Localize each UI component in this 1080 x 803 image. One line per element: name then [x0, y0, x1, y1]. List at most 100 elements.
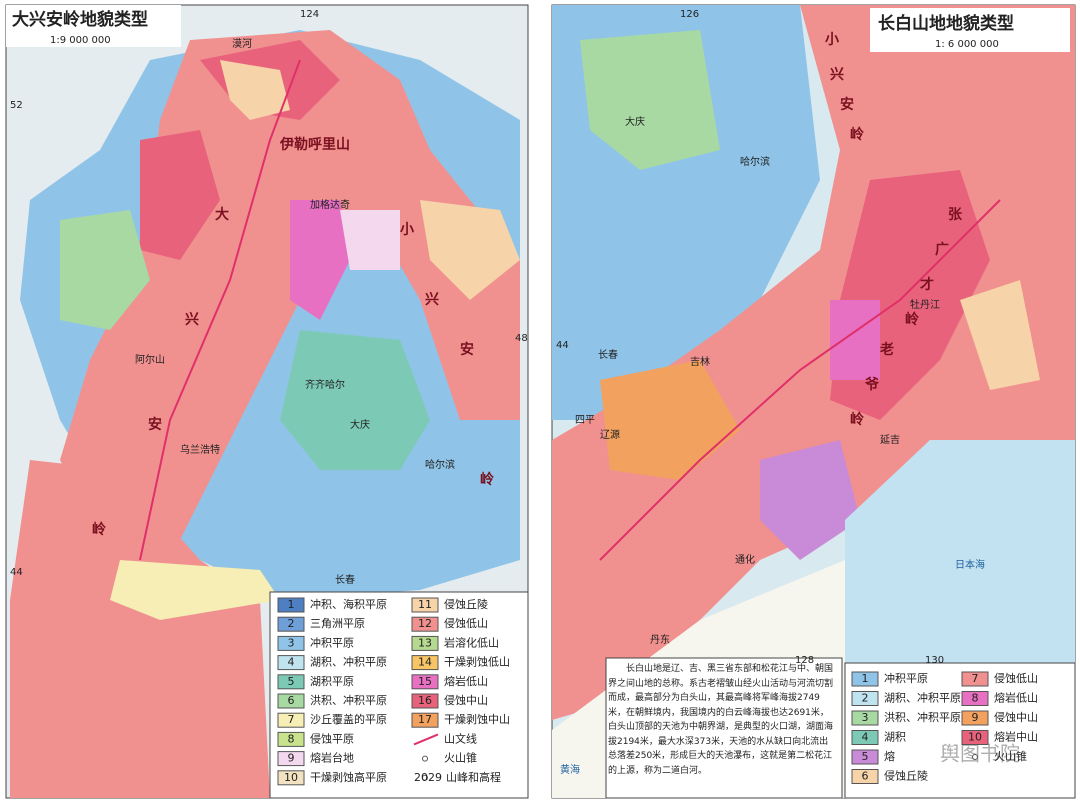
place: 四平 [575, 415, 595, 426]
coord: 48 [515, 333, 528, 344]
title: 大兴安岭地貌类型 [12, 9, 148, 30]
legend-label: 冲积平原 [310, 635, 354, 649]
legend-number: 12 [418, 617, 432, 630]
legend-number: 3 [288, 636, 295, 649]
place: 才 [920, 276, 934, 293]
legend-symbol [413, 733, 439, 746]
legend-label: 干燥剥蚀高平原 [310, 770, 387, 784]
legend-swatch [277, 731, 305, 747]
region [140, 130, 220, 260]
region [580, 30, 720, 170]
legend-label: 侵蚀低山 [444, 616, 488, 630]
place: 张 [948, 207, 963, 223]
legend-swatch [851, 671, 879, 687]
legend-number: 2 [288, 617, 295, 630]
place: 广 [935, 241, 949, 258]
legend-number: 7 [288, 713, 295, 726]
legend-swatch [411, 674, 439, 690]
legend-label: 侵蚀平原 [310, 731, 354, 745]
legend-swatch [277, 655, 305, 671]
legend-label: 湖积、冲积平原 [884, 691, 961, 705]
region [220, 60, 290, 120]
legend-swatch [851, 730, 879, 745]
place: 老 [880, 341, 894, 358]
place: 通化 [735, 553, 755, 566]
region [290, 200, 350, 320]
legend-label: 三角洲平原 [310, 617, 365, 630]
ridge-line [599, 199, 1001, 561]
legend-box [844, 662, 1076, 799]
legend-number: 5 [862, 750, 869, 763]
coord: 126 [680, 9, 699, 20]
legend-label: 干燥剥蚀中山 [444, 712, 510, 726]
legend-swatch [851, 710, 879, 726]
place: 大庆 [625, 115, 645, 128]
place: 爷 [865, 376, 880, 393]
coord: 124 [300, 9, 319, 20]
place: 大庆 [350, 418, 370, 431]
legend-label: 洪积、冲积平原 [884, 710, 961, 724]
legend-number: 5 [288, 675, 295, 688]
legend-number: 9 [288, 752, 295, 765]
legend-number: 1 [862, 672, 869, 685]
scale: 1:9 000 000 [50, 35, 111, 46]
title-box [6, 5, 181, 47]
legend-swatch [961, 691, 989, 706]
legend-label: 湖积、冲积平原 [310, 655, 387, 669]
place: 漠河 [232, 38, 252, 50]
desc-box [605, 657, 843, 799]
coord: 130 [925, 655, 944, 666]
legend-swatch [277, 751, 305, 767]
legend-box [269, 591, 529, 799]
region [830, 300, 880, 380]
legend-label: 干燥剥蚀低山 [444, 655, 510, 669]
coord: 52 [10, 100, 23, 111]
place: 吉林 [690, 355, 710, 368]
legend-swatch [277, 674, 305, 690]
region [960, 280, 1040, 390]
legend-number: 15 [418, 675, 432, 688]
watermark: 舆图书院 [940, 742, 1020, 766]
place: 长春 [335, 574, 355, 586]
legend-number: 13 [418, 636, 432, 649]
region [10, 460, 270, 798]
left-map: 大兴安岭地貌类型 1:9 000 000 124 52 48 44 漠河 加格达… [5, 4, 529, 799]
legend-swatch [411, 693, 439, 709]
legend-number: 16 [418, 694, 432, 707]
legend-number: 8 [288, 732, 295, 745]
region [760, 440, 860, 560]
right-map: 长白山地地貌类型 1: 6 000 000 126 128 44 130 哈尔滨… [551, 4, 1076, 799]
legend-swatch [277, 597, 305, 613]
title-box [870, 8, 1070, 52]
legend-number: 2 [862, 692, 869, 705]
region [340, 210, 400, 270]
legend-label: 岩溶化低山 [444, 635, 499, 649]
legend-swatch [851, 749, 879, 765]
place: 安 [148, 416, 162, 433]
place: 兴 [830, 66, 844, 83]
legend-swatch [411, 655, 439, 671]
region [60, 210, 150, 330]
legend-label: 火山锥 [444, 752, 477, 765]
legend-swatch [411, 597, 439, 613]
legend-number: 8 [972, 692, 979, 705]
legend-number: 6 [862, 770, 869, 783]
place: 兴 [185, 311, 199, 328]
legend-number: 4 [288, 656, 295, 669]
place: 长春 [598, 349, 618, 361]
legend-number: 17 [418, 713, 432, 726]
scale: 1: 6 000 000 [935, 39, 999, 50]
legend-swatch [277, 616, 305, 632]
legend-symbol [422, 774, 428, 781]
place: 岭 [480, 471, 494, 488]
legend-swatch [961, 710, 989, 726]
place: 兴 [425, 291, 439, 308]
place: 乌兰浩特 [180, 443, 220, 456]
place: 哈尔滨 [740, 155, 770, 168]
legend-number: 11 [418, 598, 432, 611]
legend-swatch [277, 635, 305, 651]
place: 牡丹江 [910, 298, 940, 311]
region [420, 200, 520, 300]
